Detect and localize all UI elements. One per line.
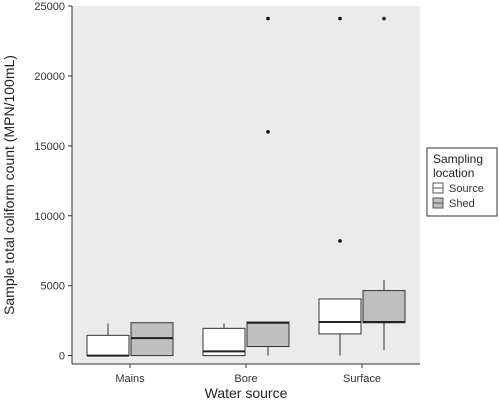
box-source-surface xyxy=(318,16,362,356)
x-tick-label: Surface xyxy=(343,373,381,385)
box-iqr xyxy=(362,290,406,324)
legend-key-shed: Shed xyxy=(432,197,475,210)
y-axis-title: Sample total coliform count (MPN/100mL) xyxy=(1,55,17,315)
x-tick-label: Mains xyxy=(115,373,145,385)
box-shed-bore xyxy=(246,16,290,356)
x-axis-title: Water source xyxy=(205,385,288,401)
box-source-bore xyxy=(202,323,246,357)
y-tick-label: 0 xyxy=(59,351,65,363)
y-tick-label: 25000 xyxy=(34,1,65,13)
x-tick-label: Bore xyxy=(234,373,257,385)
legend-title: Sampling xyxy=(433,152,483,166)
box-shed-mains xyxy=(130,322,174,357)
legend-label: Source xyxy=(449,183,484,195)
box-iqr xyxy=(86,334,130,357)
plot-panel xyxy=(72,6,420,364)
box-iqr xyxy=(130,322,174,357)
box-shed-surface xyxy=(362,16,406,351)
box-iqr xyxy=(318,298,362,335)
y-tick-label: 10000 xyxy=(34,211,65,223)
y-tick-label: 20000 xyxy=(34,71,65,83)
outlier-point xyxy=(266,130,270,134)
y-tick-label: 15000 xyxy=(34,141,65,153)
legend-key-source: Source xyxy=(432,182,484,195)
x-axis: Mains Bore Surface xyxy=(72,363,420,385)
legend-label: Shed xyxy=(449,198,475,210)
outlier-point xyxy=(266,16,270,21)
boxes xyxy=(86,16,406,357)
outlier-point xyxy=(338,239,342,243)
outlier-point xyxy=(338,16,342,21)
box-iqr xyxy=(246,321,290,348)
legend-title: location xyxy=(433,166,474,180)
y-tick-label: 5000 xyxy=(41,281,65,293)
box-source-mains xyxy=(86,323,130,357)
y-axis: 0 5000 10000 15000 20000 25000 xyxy=(34,1,73,364)
outlier-point xyxy=(382,16,386,21)
